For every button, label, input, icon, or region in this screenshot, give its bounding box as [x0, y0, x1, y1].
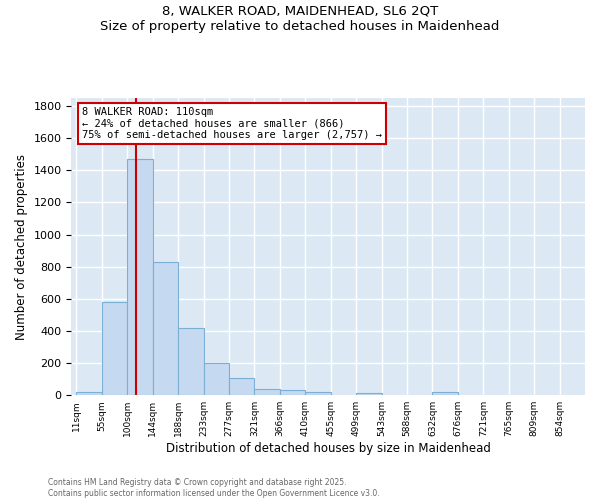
Bar	[153, 262, 178, 395]
Text: Contains HM Land Registry data © Crown copyright and database right 2025.
Contai: Contains HM Land Registry data © Crown c…	[48, 478, 380, 498]
Bar	[356, 393, 382, 395]
Bar	[178, 328, 203, 395]
Text: 8, WALKER ROAD, MAIDENHEAD, SL6 2QT
Size of property relative to detached houses: 8, WALKER ROAD, MAIDENHEAD, SL6 2QT Size…	[100, 5, 500, 33]
Bar	[102, 302, 127, 395]
Bar	[229, 378, 254, 395]
Bar	[203, 363, 229, 395]
Text: 8 WALKER ROAD: 110sqm
← 24% of detached houses are smaller (866)
75% of semi-det: 8 WALKER ROAD: 110sqm ← 24% of detached …	[82, 107, 382, 140]
Y-axis label: Number of detached properties: Number of detached properties	[15, 154, 28, 340]
Bar	[433, 392, 458, 395]
Bar	[305, 392, 331, 395]
Bar	[280, 390, 305, 395]
Bar	[76, 392, 102, 395]
Bar	[254, 389, 280, 395]
Bar	[127, 159, 153, 395]
X-axis label: Distribution of detached houses by size in Maidenhead: Distribution of detached houses by size …	[166, 442, 491, 455]
